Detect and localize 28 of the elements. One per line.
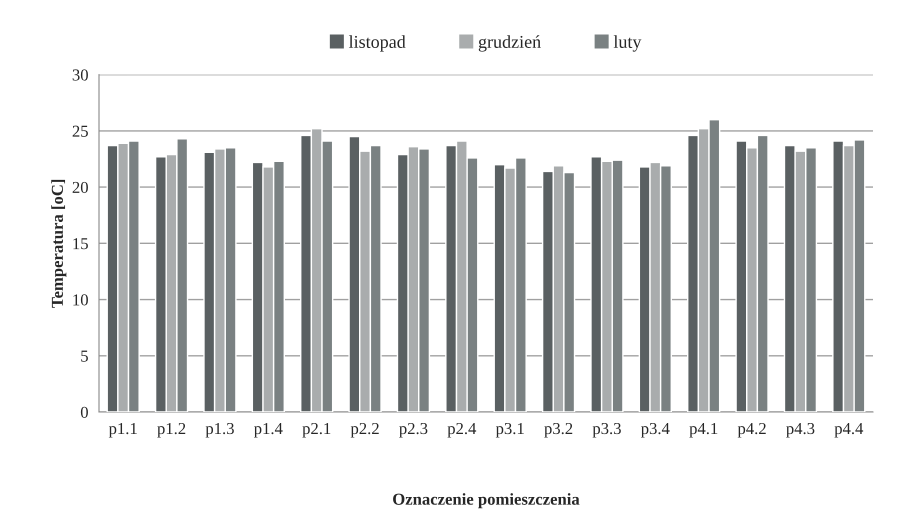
- y-tick-label: 25: [72, 126, 88, 137]
- x-tick-label: p2.1: [302, 422, 330, 438]
- y-tick-label: 0: [80, 406, 88, 418]
- x-axis-title: Oznaczenie pomieszczenia: [393, 493, 580, 508]
- x-tick-label: p2.2: [350, 422, 379, 438]
- y-tick-label: 5: [81, 350, 88, 362]
- x-tick-label: p3.3: [592, 422, 621, 438]
- x-tick-label: p1.3: [206, 422, 234, 438]
- x-tick-label: p1.2: [157, 422, 186, 438]
- x-tick-label: p3.1: [496, 422, 524, 438]
- y-tick-label: 10: [73, 294, 88, 306]
- x-tick-label: p1.4: [254, 422, 283, 438]
- x-tick-label: p3.2: [544, 422, 572, 438]
- y-tick-label: 30: [72, 69, 88, 81]
- legend-label: luty: [614, 35, 642, 52]
- y-tick-label: 15: [73, 238, 88, 250]
- legend-label: listopad: [348, 35, 406, 52]
- x-tick-label: p2.4: [447, 422, 476, 438]
- x-tick-label: p1.1: [108, 422, 137, 438]
- x-tick-label: p4.1: [689, 422, 718, 438]
- x-tick-label: p4.2: [738, 422, 766, 438]
- legend-label: grudzień: [478, 35, 541, 52]
- x-tick-label: p2.3: [399, 422, 428, 438]
- x-tick-label: p4.3: [786, 422, 814, 438]
- x-tick-label: p3.4: [640, 422, 670, 438]
- y-tick-label: 20: [72, 182, 88, 194]
- y-axis-title: Temperatura [oC]: [51, 180, 66, 308]
- x-tick-label: p4.4: [834, 423, 864, 438]
